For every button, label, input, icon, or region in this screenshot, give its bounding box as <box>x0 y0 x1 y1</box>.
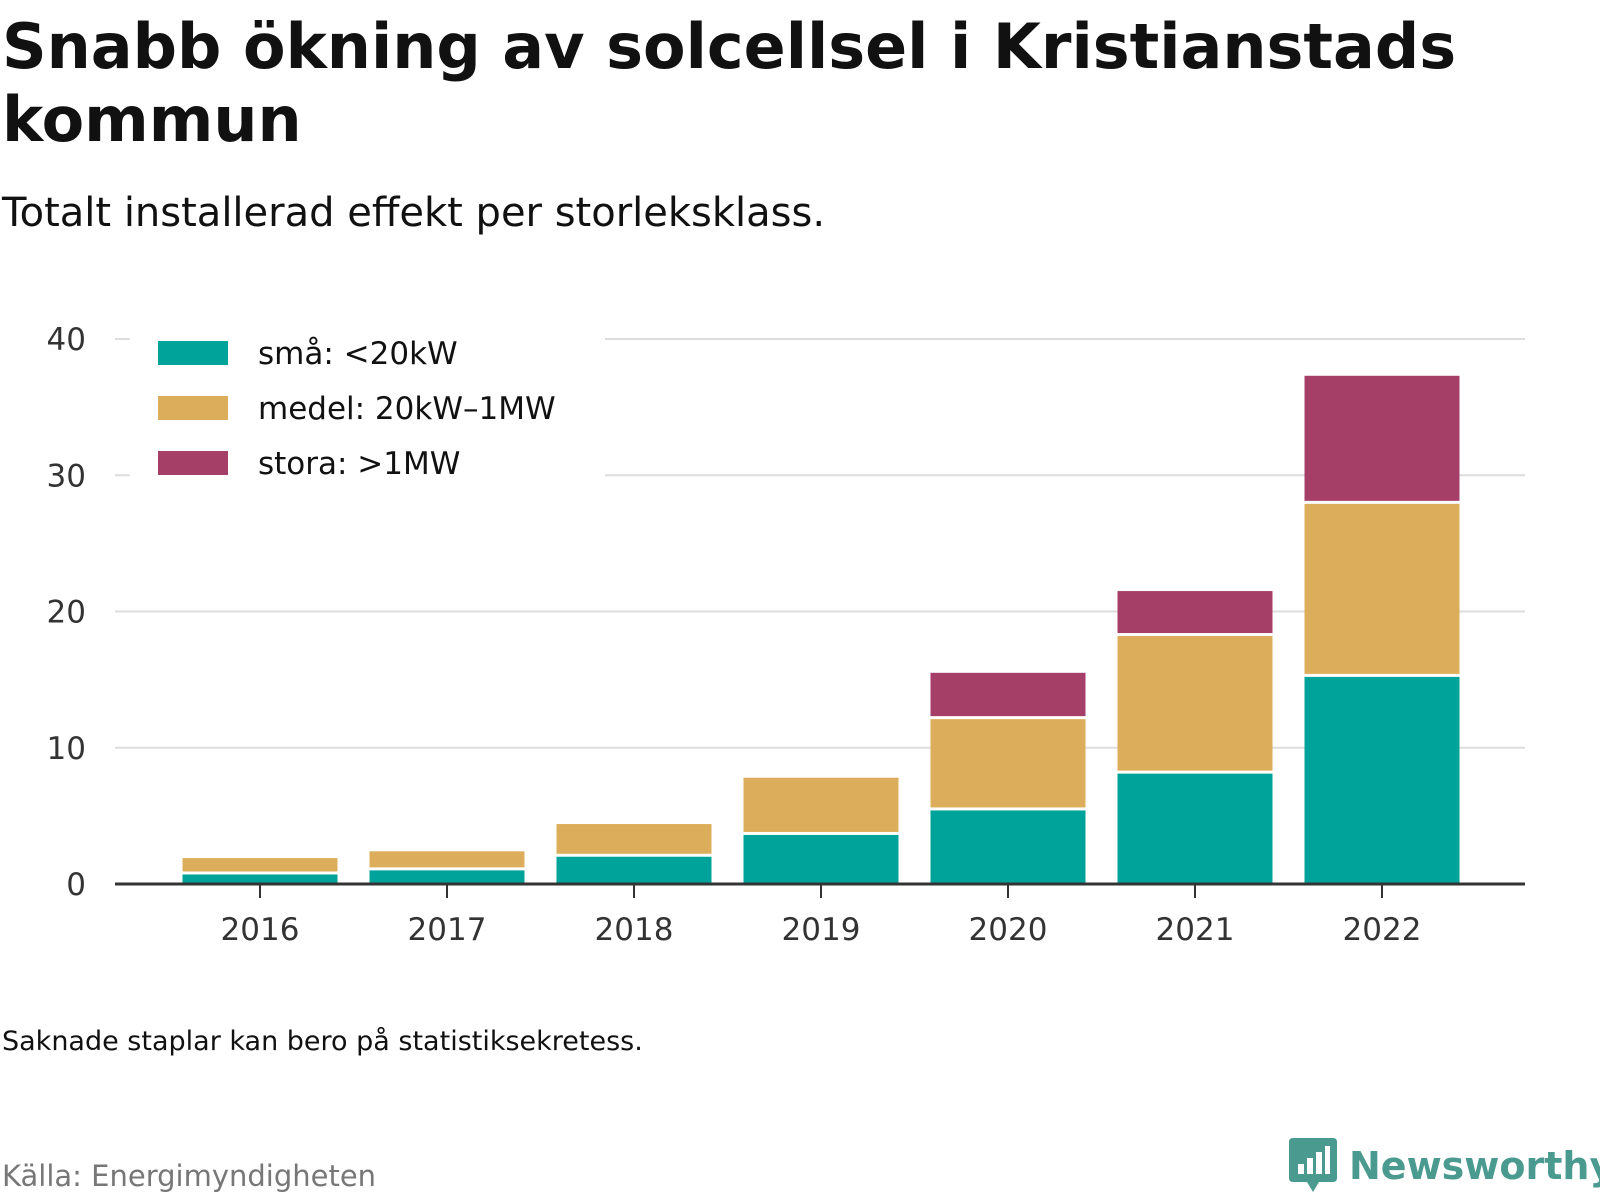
bar-segment <box>1117 773 1273 884</box>
stacked-bar-chart: 0 10 20 30 40 2016 2017 2018 2019 2020 2021 2022 s… <box>47 322 1525 948</box>
brand-logo: Newsworthy <box>1289 1138 1600 1194</box>
x-tick-label: 2016 <box>221 912 300 948</box>
y-axis-ticks: 0 10 20 30 40 <box>47 322 86 903</box>
bar-segment <box>1117 591 1273 634</box>
legend-label: små: <20kW <box>258 336 458 372</box>
bar-chart-speech-bubble-icon <box>1289 1138 1337 1192</box>
bar-segment <box>930 672 1086 717</box>
bar-segment <box>930 719 1086 808</box>
bar-segment <box>1117 636 1273 771</box>
y-tick-label: 0 <box>66 867 86 903</box>
legend-label: stora: >1MW <box>258 446 460 482</box>
y-tick-label: 40 <box>47 322 86 358</box>
legend-swatch <box>158 341 228 365</box>
x-tick-label: 2019 <box>782 912 861 948</box>
x-tick-label: 2018 <box>595 912 674 948</box>
x-tick-label: 2017 <box>408 912 487 948</box>
bar-segment <box>556 824 712 854</box>
bar-segment <box>556 856 712 884</box>
legend: små: <20kW medel: 20kW–1MW stora: >1MW <box>130 330 605 500</box>
x-tick-label: 2020 <box>969 912 1048 948</box>
chart-title: Snabb ökning av solcellsel i Kristiansta… <box>2 10 1457 156</box>
bar-segment <box>1304 503 1460 674</box>
bars <box>182 375 1460 884</box>
footnote: Saknade staplar kan bero på statistiksek… <box>2 1026 643 1057</box>
y-tick-label: 10 <box>47 731 86 767</box>
x-tick-label: 2021 <box>1156 912 1235 948</box>
y-tick-label: 30 <box>47 458 86 494</box>
bar-segment <box>369 870 525 884</box>
x-tick-label: 2022 <box>1343 912 1422 948</box>
bar-segment <box>369 851 525 868</box>
source-credit: Källa: Energimyndigheten <box>2 1159 377 1193</box>
bar-segment <box>182 874 338 884</box>
chart-subtitle: Totalt installerad effekt per storlekskl… <box>2 190 826 236</box>
bar-segment <box>743 834 899 884</box>
legend-swatch <box>158 396 228 420</box>
bar-segment <box>182 858 338 872</box>
bar-segment <box>743 777 899 832</box>
bar-segment <box>930 810 1086 884</box>
bar-segment <box>1304 676 1460 884</box>
bar-segment <box>1304 375 1460 501</box>
legend-label: medel: 20kW–1MW <box>258 391 556 427</box>
brand-name: Newsworthy <box>1349 1144 1600 1188</box>
y-tick-label: 20 <box>47 595 86 631</box>
x-axis-ticks: 2016 2017 2018 2019 2020 2021 2022 <box>221 884 1422 948</box>
legend-swatch <box>158 451 228 475</box>
